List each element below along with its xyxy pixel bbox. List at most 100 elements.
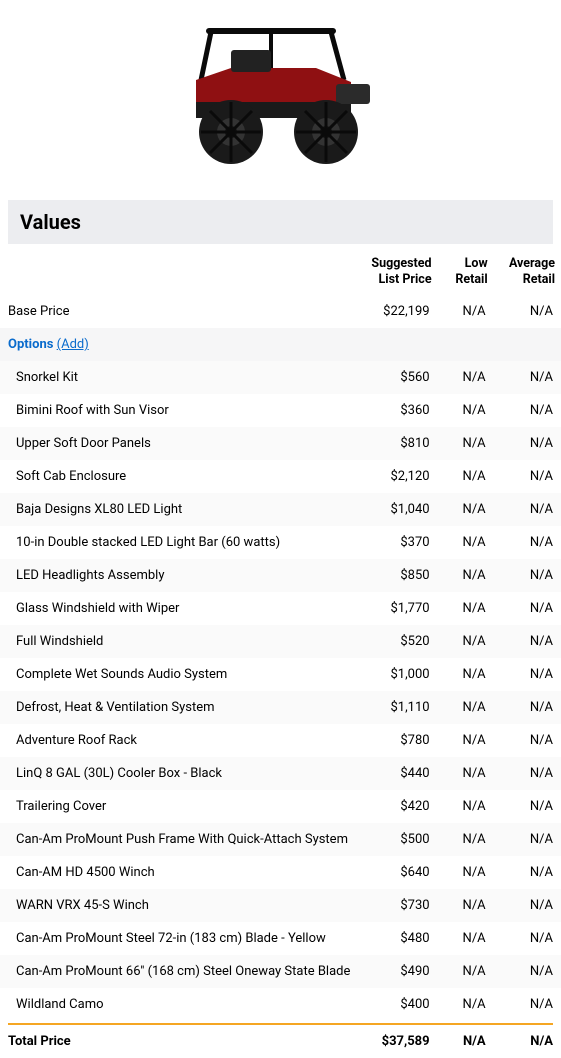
option-label: Adventure Roof Rack [0, 724, 359, 757]
option-label: Bimini Roof with Sun Visor [0, 394, 359, 427]
option-slp: $1,110 [359, 691, 438, 724]
option-avg: N/A [494, 559, 561, 592]
col-avg: Average Retail [494, 248, 561, 295]
option-row: Bimini Roof with Sun Visor$360N/AN/A [0, 394, 561, 427]
option-slp: $2,120 [359, 460, 438, 493]
option-label: LinQ 8 GAL (30L) Cooler Box - Black [0, 757, 359, 790]
option-low: N/A [438, 922, 494, 955]
option-slp: $490 [359, 955, 438, 988]
option-avg: N/A [494, 856, 561, 889]
option-label: Full Windshield [0, 625, 359, 658]
option-slp: $1,040 [359, 493, 438, 526]
option-avg: N/A [494, 394, 561, 427]
option-low: N/A [438, 757, 494, 790]
option-row: Wildland Camo$400N/AN/A [0, 988, 561, 1021]
option-row: WARN VRX 45-S Winch$730N/AN/A [0, 889, 561, 922]
option-low: N/A [438, 724, 494, 757]
option-slp: $520 [359, 625, 438, 658]
option-slp: $500 [359, 823, 438, 856]
option-label: Baja Designs XL80 LED Light [0, 493, 359, 526]
option-avg: N/A [494, 460, 561, 493]
option-avg: N/A [494, 757, 561, 790]
option-low: N/A [438, 460, 494, 493]
option-label: Can-Am ProMount Steel 72-in (183 cm) Bla… [0, 922, 359, 955]
option-label: Glass Windshield with Wiper [0, 592, 359, 625]
base-slp: $22,199 [359, 295, 438, 328]
option-avg: N/A [494, 724, 561, 757]
option-slp: $480 [359, 922, 438, 955]
option-row: Soft Cab Enclosure$2,120N/AN/A [0, 460, 561, 493]
option-avg: N/A [494, 625, 561, 658]
total-slp: $37,589 [359, 1025, 438, 1058]
option-avg: N/A [494, 823, 561, 856]
option-label: Wildland Camo [0, 988, 359, 1021]
option-row: Upper Soft Door Panels$810N/AN/A [0, 427, 561, 460]
option-row: 10-in Double stacked LED Light Bar (60 w… [0, 526, 561, 559]
total-row: Total Price $37,589 N/A N/A [0, 1025, 561, 1058]
option-label: WARN VRX 45-S Winch [0, 889, 359, 922]
option-slp: $640 [359, 856, 438, 889]
base-low: N/A [438, 295, 494, 328]
options-add-link[interactable]: (Add) [57, 337, 89, 352]
option-avg: N/A [494, 658, 561, 691]
option-row: LED Headlights Assembly$850N/AN/A [0, 559, 561, 592]
option-label: Can-AM HD 4500 Winch [0, 856, 359, 889]
option-avg: N/A [494, 988, 561, 1021]
option-label: LED Headlights Assembly [0, 559, 359, 592]
option-avg: N/A [494, 592, 561, 625]
option-slp: $360 [359, 394, 438, 427]
option-avg: N/A [494, 889, 561, 922]
option-row: Can-AM HD 4500 Winch$640N/AN/A [0, 856, 561, 889]
option-label: 10-in Double stacked LED Light Bar (60 w… [0, 526, 359, 559]
total-avg: N/A [494, 1025, 561, 1058]
option-low: N/A [438, 856, 494, 889]
option-label: Can-Am ProMount 66'' (168 cm) Steel Onew… [0, 955, 359, 988]
vehicle-image [0, 0, 561, 200]
option-slp: $1,000 [359, 658, 438, 691]
option-low: N/A [438, 988, 494, 1021]
option-row: Glass Windshield with Wiper$1,770N/AN/A [0, 592, 561, 625]
col-low: Low Retail [438, 248, 494, 295]
option-low: N/A [438, 427, 494, 460]
option-row: Full Windshield$520N/AN/A [0, 625, 561, 658]
option-avg: N/A [494, 691, 561, 724]
option-row: Can-Am ProMount Push Frame With Quick-At… [0, 823, 561, 856]
options-header-row: Options (Add) [0, 328, 561, 361]
option-low: N/A [438, 493, 494, 526]
utv-icon [176, 10, 386, 180]
table-header-row: Suggested List Price Low Retail Average … [0, 248, 561, 295]
base-label: Base Price [0, 295, 359, 328]
option-row: Baja Designs XL80 LED Light$1,040N/AN/A [0, 493, 561, 526]
values-table: Suggested List Price Low Retail Average … [0, 248, 561, 1021]
option-low: N/A [438, 361, 494, 394]
option-slp: $370 [359, 526, 438, 559]
option-low: N/A [438, 823, 494, 856]
total-label: Total Price [0, 1025, 359, 1058]
option-slp: $420 [359, 790, 438, 823]
option-avg: N/A [494, 427, 561, 460]
option-label: Complete Wet Sounds Audio System [0, 658, 359, 691]
base-avg: N/A [494, 295, 561, 328]
option-row: Adventure Roof Rack$780N/AN/A [0, 724, 561, 757]
option-low: N/A [438, 889, 494, 922]
total-table: Total Price $37,589 N/A N/A [0, 1025, 561, 1058]
option-row: Defrost, Heat & Ventilation System$1,110… [0, 691, 561, 724]
option-row: LinQ 8 GAL (30L) Cooler Box - Black$440N… [0, 757, 561, 790]
option-row: Complete Wet Sounds Audio System$1,000N/… [0, 658, 561, 691]
option-slp: $780 [359, 724, 438, 757]
base-price-row: Base Price $22,199 N/A N/A [0, 295, 561, 328]
section-header: Values [8, 200, 553, 244]
option-label: Defrost, Heat & Ventilation System [0, 691, 359, 724]
option-avg: N/A [494, 526, 561, 559]
option-avg: N/A [494, 361, 561, 394]
option-low: N/A [438, 592, 494, 625]
option-low: N/A [438, 526, 494, 559]
option-avg: N/A [494, 493, 561, 526]
option-low: N/A [438, 790, 494, 823]
option-label: Can-Am ProMount Push Frame With Quick-At… [0, 823, 359, 856]
option-row: Can-Am ProMount 66'' (168 cm) Steel Onew… [0, 955, 561, 988]
option-low: N/A [438, 658, 494, 691]
option-slp: $810 [359, 427, 438, 460]
option-slp: $1,770 [359, 592, 438, 625]
option-label: Snorkel Kit [0, 361, 359, 394]
